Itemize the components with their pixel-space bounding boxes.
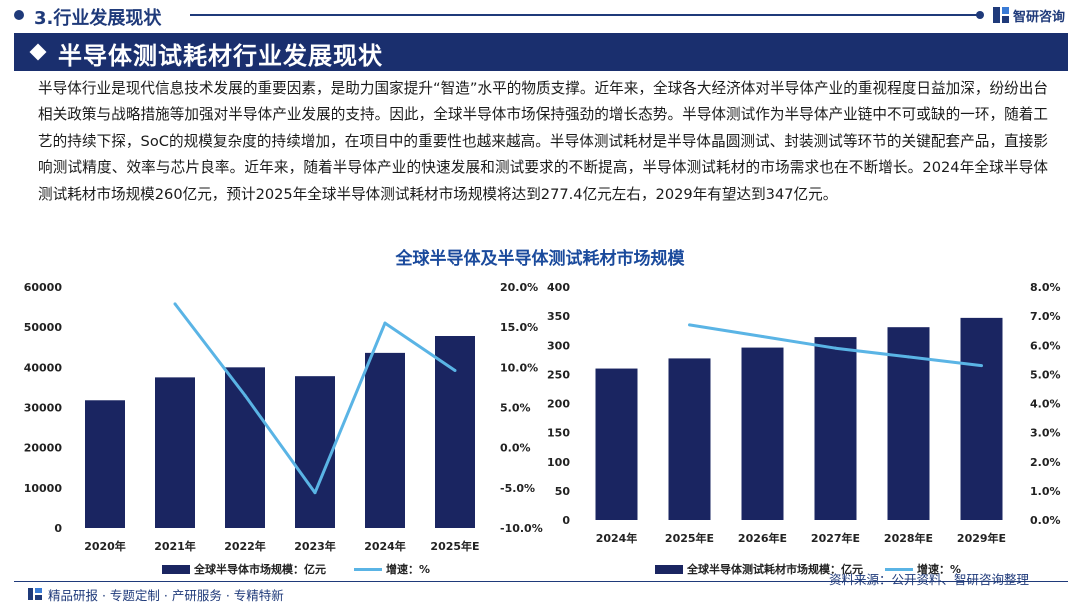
x-tick-label: 2026年E (738, 531, 787, 545)
y-left-tick-label: 50000 (24, 321, 63, 334)
bar (814, 337, 857, 520)
chart-title: 全球半导体及半导体测试耗材市场规模 (395, 249, 685, 269)
bullet-icon (14, 10, 24, 20)
bar (365, 352, 405, 528)
title-banner: 半导体测试耗材行业发展现状 (14, 33, 1068, 71)
y-right-tick-label: 0.0% (1030, 514, 1061, 527)
y-left-tick-label: 30000 (24, 402, 63, 415)
legend-left: 全球半导体市场规模：亿元 增速：% (162, 561, 430, 577)
bar (85, 400, 125, 528)
bar (741, 347, 784, 520)
x-tick-label: 2020年 (84, 539, 126, 553)
legend-right: 全球半导体测试耗材市场规模：亿元 增速：% (655, 561, 961, 577)
growth-point (761, 335, 764, 339)
y-right-tick-label: 5.0% (500, 402, 531, 415)
bar (435, 336, 475, 528)
legend-bar-label: 全球半导体市场规模：亿元 (194, 563, 326, 576)
y-left-tick-label: 300 (547, 339, 570, 352)
y-right-tick-label: 1.0% (1030, 485, 1061, 498)
bar (595, 368, 638, 520)
bar (668, 358, 711, 520)
x-tick-label: 2029年E (957, 531, 1006, 545)
bar (225, 367, 265, 528)
y-right-tick-label: 6.0% (1030, 339, 1061, 352)
x-tick-label: 2027年E (811, 531, 860, 545)
x-tick-label: 2022年 (224, 539, 266, 553)
growth-point (688, 323, 691, 327)
y-right-tick-label: 10.0% (500, 361, 538, 374)
y-right-tick-label: 20.0% (500, 281, 538, 294)
footer-logo-icon (28, 588, 42, 600)
x-tick-label: 2023年 (294, 539, 336, 553)
growth-point (173, 302, 177, 306)
y-right-tick-label: 5.0% (1030, 368, 1061, 381)
y-left-tick-label: 100 (547, 456, 570, 469)
banner-title: 半导体测试耗材行业发展现状 (58, 42, 383, 70)
source-note: 资料来源：公开资料、智研咨询整理 (829, 572, 1030, 587)
y-right-tick-label: 7.0% (1030, 310, 1061, 323)
x-tick-label: 2024年 (364, 539, 406, 553)
legend-bar-swatch (162, 564, 190, 574)
x-tick-label: 2025年E (665, 531, 714, 545)
bar (960, 317, 1003, 520)
y-left-tick-label: 250 (547, 368, 570, 381)
y-left-tick-label: 200 (547, 398, 570, 411)
y-right-tick-label: 0.0% (500, 442, 531, 455)
bar (155, 377, 195, 528)
legend-line-swatch (354, 567, 382, 571)
x-tick-label: 2025年E (430, 539, 479, 553)
legend-bar-swatch (655, 564, 683, 574)
y-left-tick-label: 60000 (24, 281, 63, 294)
legend-line-label: 增速：% (386, 563, 431, 576)
y-left-tick-label: 40000 (24, 361, 63, 374)
growth-point (313, 491, 317, 495)
section-title: 3.行业发展现状 (34, 8, 162, 29)
brand-logo: 智研咨询 (992, 5, 1065, 25)
legend-line-label: 增速：% (917, 563, 962, 576)
legend-bar-label: 全球半导体测试耗材市场规模：亿元 (687, 563, 863, 576)
y-left-tick-label: 0 (54, 522, 62, 535)
x-tick-label: 2021年 (154, 539, 196, 553)
x-tick-label: 2028年E (884, 531, 933, 545)
y-right-tick-label: 8.0% (1030, 281, 1061, 294)
y-left-tick-label: 10000 (24, 482, 63, 495)
growth-point (980, 364, 983, 368)
y-right-tick-label: -10.0% (500, 522, 543, 535)
growth-point (453, 369, 457, 373)
footer-text: 精品研报 · 专题定制 · 产研服务 · 专精特新 (48, 588, 284, 603)
growth-point (383, 321, 387, 325)
y-right-tick-label: 3.0% (1030, 427, 1061, 440)
growth-point (907, 355, 910, 359)
bar (295, 376, 335, 528)
section-header: 3.行业发展现状 智研咨询 (0, 0, 1080, 30)
x-tick-label: 2024年 (596, 531, 638, 545)
y-right-tick-label: 4.0% (1030, 398, 1061, 411)
header-divider (190, 14, 980, 16)
logo-icon (993, 7, 1009, 23)
y-left-tick-label: 20000 (24, 442, 63, 455)
growth-point (834, 346, 837, 350)
growth-point (243, 393, 247, 397)
y-left-tick-label: 150 (547, 427, 570, 440)
y-left-tick-label: 0 (562, 514, 570, 527)
y-right-tick-label: 2.0% (1030, 456, 1061, 469)
y-right-tick-label: 15.0% (500, 321, 538, 334)
body-paragraph: 半导体行业是现代信息技术发展的重要因素，是助力国家提升“智造”水平的物质支撑。近… (38, 80, 1048, 203)
logo-text: 智研咨询 (1013, 9, 1066, 25)
divider-dot-icon (976, 11, 984, 19)
y-left-tick-label: 350 (547, 310, 570, 323)
y-left-tick-label: 400 (547, 281, 570, 294)
legend-line-swatch (885, 567, 913, 571)
y-right-tick-label: -5.0% (500, 482, 535, 495)
footer-divider (14, 581, 1068, 582)
y-left-tick-label: 50 (555, 485, 571, 498)
footer: 精品研报 · 专题定制 · 产研服务 · 专精特新 (0, 581, 1080, 604)
